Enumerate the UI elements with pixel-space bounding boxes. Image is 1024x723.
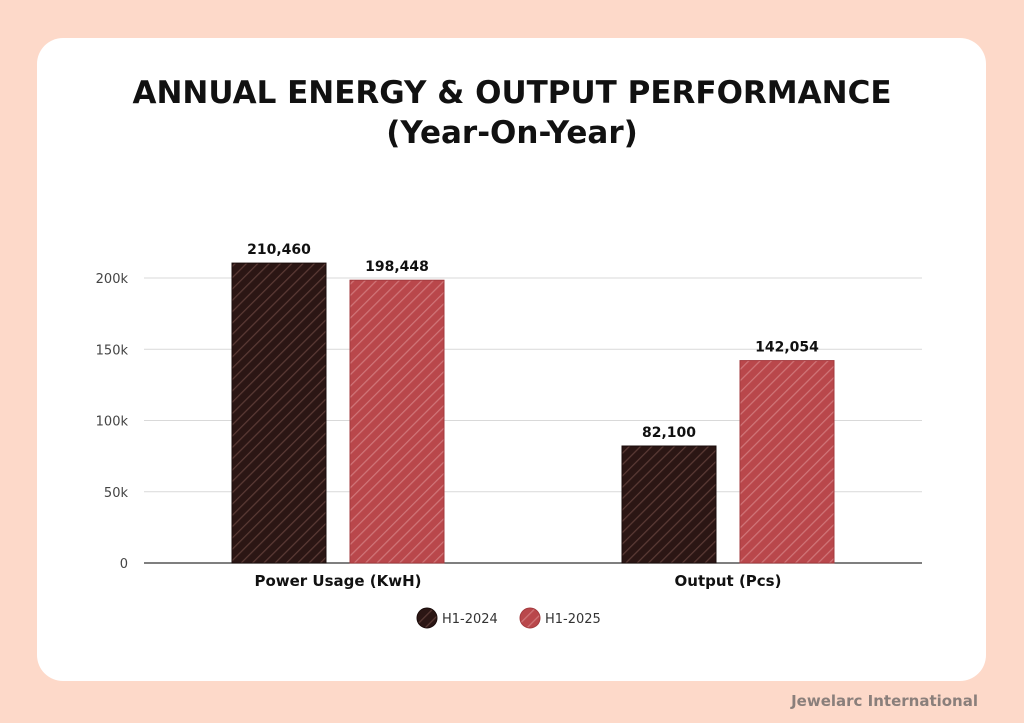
bar-h1-2025-output: [739, 360, 835, 564]
chart-card: [37, 38, 986, 681]
bar-value-label: 198,448: [365, 259, 429, 275]
chart-title-line-2: (Year-On-Year): [386, 115, 638, 151]
legend: H1-2024 H1-2025: [416, 607, 601, 629]
legend-swatch-h1-2025: [519, 607, 541, 629]
bar-value-label: 210,460: [247, 242, 311, 258]
data-labels: 210,460 82,100 198,448 142,054: [247, 242, 819, 441]
x-tick-label: Power Usage (KwH): [254, 572, 421, 590]
bar-h1-2025-power-usage: [349, 279, 445, 564]
bar-h1-2024-output: [621, 445, 717, 564]
y-axis-ticks: 0 50k 100k 150k 200k: [96, 272, 129, 572]
x-axis-ticks: Power Usage (KwH) Output (Pcs): [254, 572, 781, 590]
legend-label-h1-2025: H1-2025: [545, 612, 601, 627]
footer-brand: Jewelarc International: [791, 692, 978, 710]
y-tick-label: 150k: [96, 343, 129, 358]
bar-value-label: 82,100: [642, 425, 696, 441]
legend-label-h1-2024: H1-2024: [442, 612, 498, 627]
y-tick-label: 50k: [104, 486, 129, 501]
y-tick-label: 100k: [96, 415, 129, 430]
bar-h1-2024-power-usage: [231, 262, 327, 564]
x-tick-label: Output (Pcs): [675, 572, 782, 590]
bar-value-label: 142,054: [755, 340, 819, 356]
chart-title: ANNUAL ENERGY & OUTPUT PERFORMANCE (Year…: [0, 73, 1024, 153]
y-tick-label: 200k: [96, 272, 129, 287]
y-tick-label: 0: [120, 557, 128, 572]
legend-swatch-h1-2024: [416, 607, 438, 629]
bars: [231, 262, 835, 564]
chart-title-line-1: ANNUAL ENERGY & OUTPUT PERFORMANCE: [132, 75, 892, 111]
